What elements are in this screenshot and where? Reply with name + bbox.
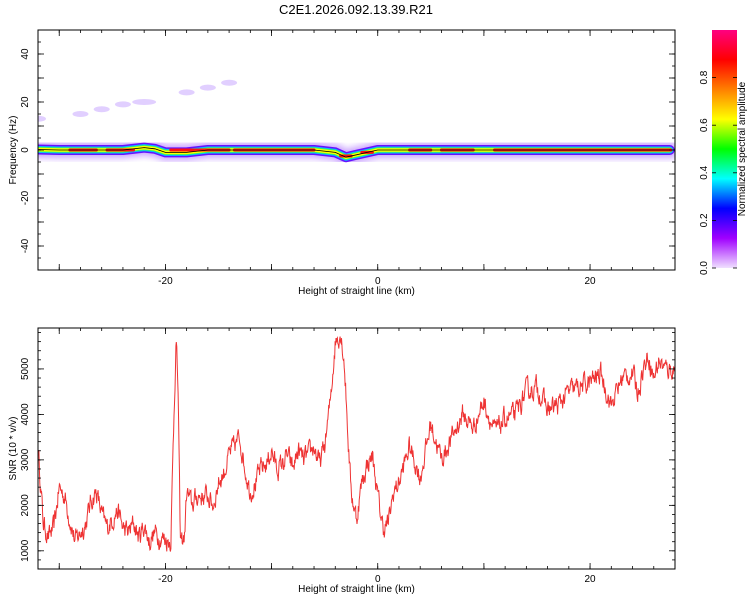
y-tick-label: 40 <box>20 48 31 60</box>
colorbar-tick-label: 0.2 <box>699 213 710 227</box>
y-tick-label: 5000 <box>20 357 31 380</box>
x-tick-label: 0 <box>375 276 381 287</box>
y-tick-label: 20 <box>20 96 31 108</box>
y-tick-label: 4000 <box>20 403 31 426</box>
y-tick-label: -20 <box>20 190 31 205</box>
x-tick-label: 20 <box>585 276 597 287</box>
spectrogram-faint-streak <box>93 106 110 113</box>
colorbar <box>712 30 737 268</box>
y-axis-label: Frequency (Hz) <box>8 116 19 185</box>
y-tick-label: 3000 <box>20 448 31 471</box>
spectrogram-ridge-line <box>38 147 670 158</box>
y-axis-label: SNR (10 * v/v) <box>8 417 19 481</box>
colorbar-tick-label: 0.0 <box>699 261 710 275</box>
x-axis-label: Height of straight line (km) <box>298 584 415 595</box>
colorbar-tick-label: 0.8 <box>699 70 710 84</box>
y-tick-label: 2000 <box>20 494 31 517</box>
y-tick-label: -40 <box>20 238 31 253</box>
colorbar-label: Normalized spectral amplitude <box>737 81 748 216</box>
colorbar-tick-label: 0.4 <box>699 165 710 179</box>
spectrogram-faint-streak <box>114 101 131 108</box>
snr-series-line <box>38 335 675 552</box>
spectrogram-faint-streak <box>38 115 46 122</box>
spectrogram-faint-streak <box>72 111 89 117</box>
x-axis-label: Height of straight line (km) <box>298 286 415 297</box>
snr-frame <box>37 327 676 570</box>
spectrogram-faint-streak <box>221 79 238 86</box>
x-tick-label: -20 <box>158 574 173 585</box>
chart-title: C2E1.2026.092.13.39.R21 <box>279 2 433 17</box>
snr-plot <box>38 335 675 552</box>
x-tick-label: -20 <box>158 276 173 287</box>
spectrogram-faint-streak <box>132 99 157 105</box>
colorbar-tick-label: 0.6 <box>699 118 710 132</box>
spectrogram-plot <box>38 79 675 169</box>
x-tick-label: 0 <box>375 574 381 585</box>
y-tick-label: 1000 <box>20 539 31 562</box>
y-tick-label: 0 <box>20 147 31 153</box>
spectrogram-faint-streak <box>199 84 216 91</box>
x-tick-label: 20 <box>585 574 597 585</box>
spectrogram-faint-streak <box>178 89 195 96</box>
